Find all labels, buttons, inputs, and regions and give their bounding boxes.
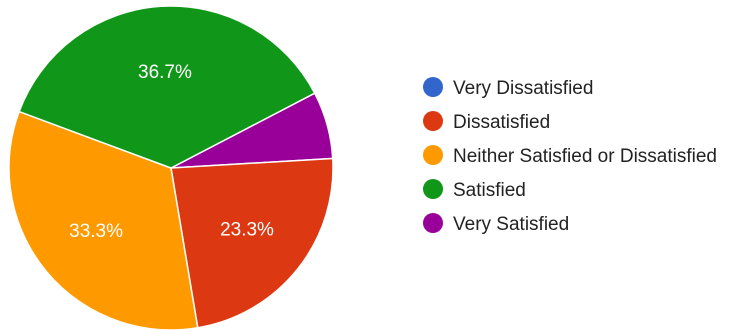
- legend-label: Very Dissatisfied: [453, 78, 593, 99]
- slice-value-label: 23.3%: [220, 220, 274, 241]
- pie-slice-satisfied: [18, 5, 316, 169]
- legend-label: Neither Satisfied or Dissatisfied: [453, 146, 717, 167]
- slice-value-label: 33.3%: [69, 221, 123, 242]
- slice-value-label: 36.7%: [138, 62, 192, 83]
- legend-label: Very Satisfied: [453, 214, 569, 235]
- legend-label: Dissatisfied: [453, 112, 550, 133]
- legend-swatch: [423, 213, 443, 233]
- pie-slice-dissatisfied: [170, 157, 334, 329]
- pie-slice-neither-satisfied-or-dissatisfied: [8, 110, 199, 330]
- legend-swatch: [423, 145, 443, 165]
- legend-label: Satisfied: [453, 180, 526, 201]
- legend: Very Dissatisfied Dissatisfied Neither Sat…: [423, 77, 717, 235]
- pie-slice-labels: 23.3% 33.3% 36.7%: [69, 62, 274, 242]
- legend-swatch: [423, 179, 443, 199]
- legend-swatch: [423, 77, 443, 97]
- legend-swatch: [423, 111, 443, 131]
- pie-slices: [8, 5, 334, 330]
